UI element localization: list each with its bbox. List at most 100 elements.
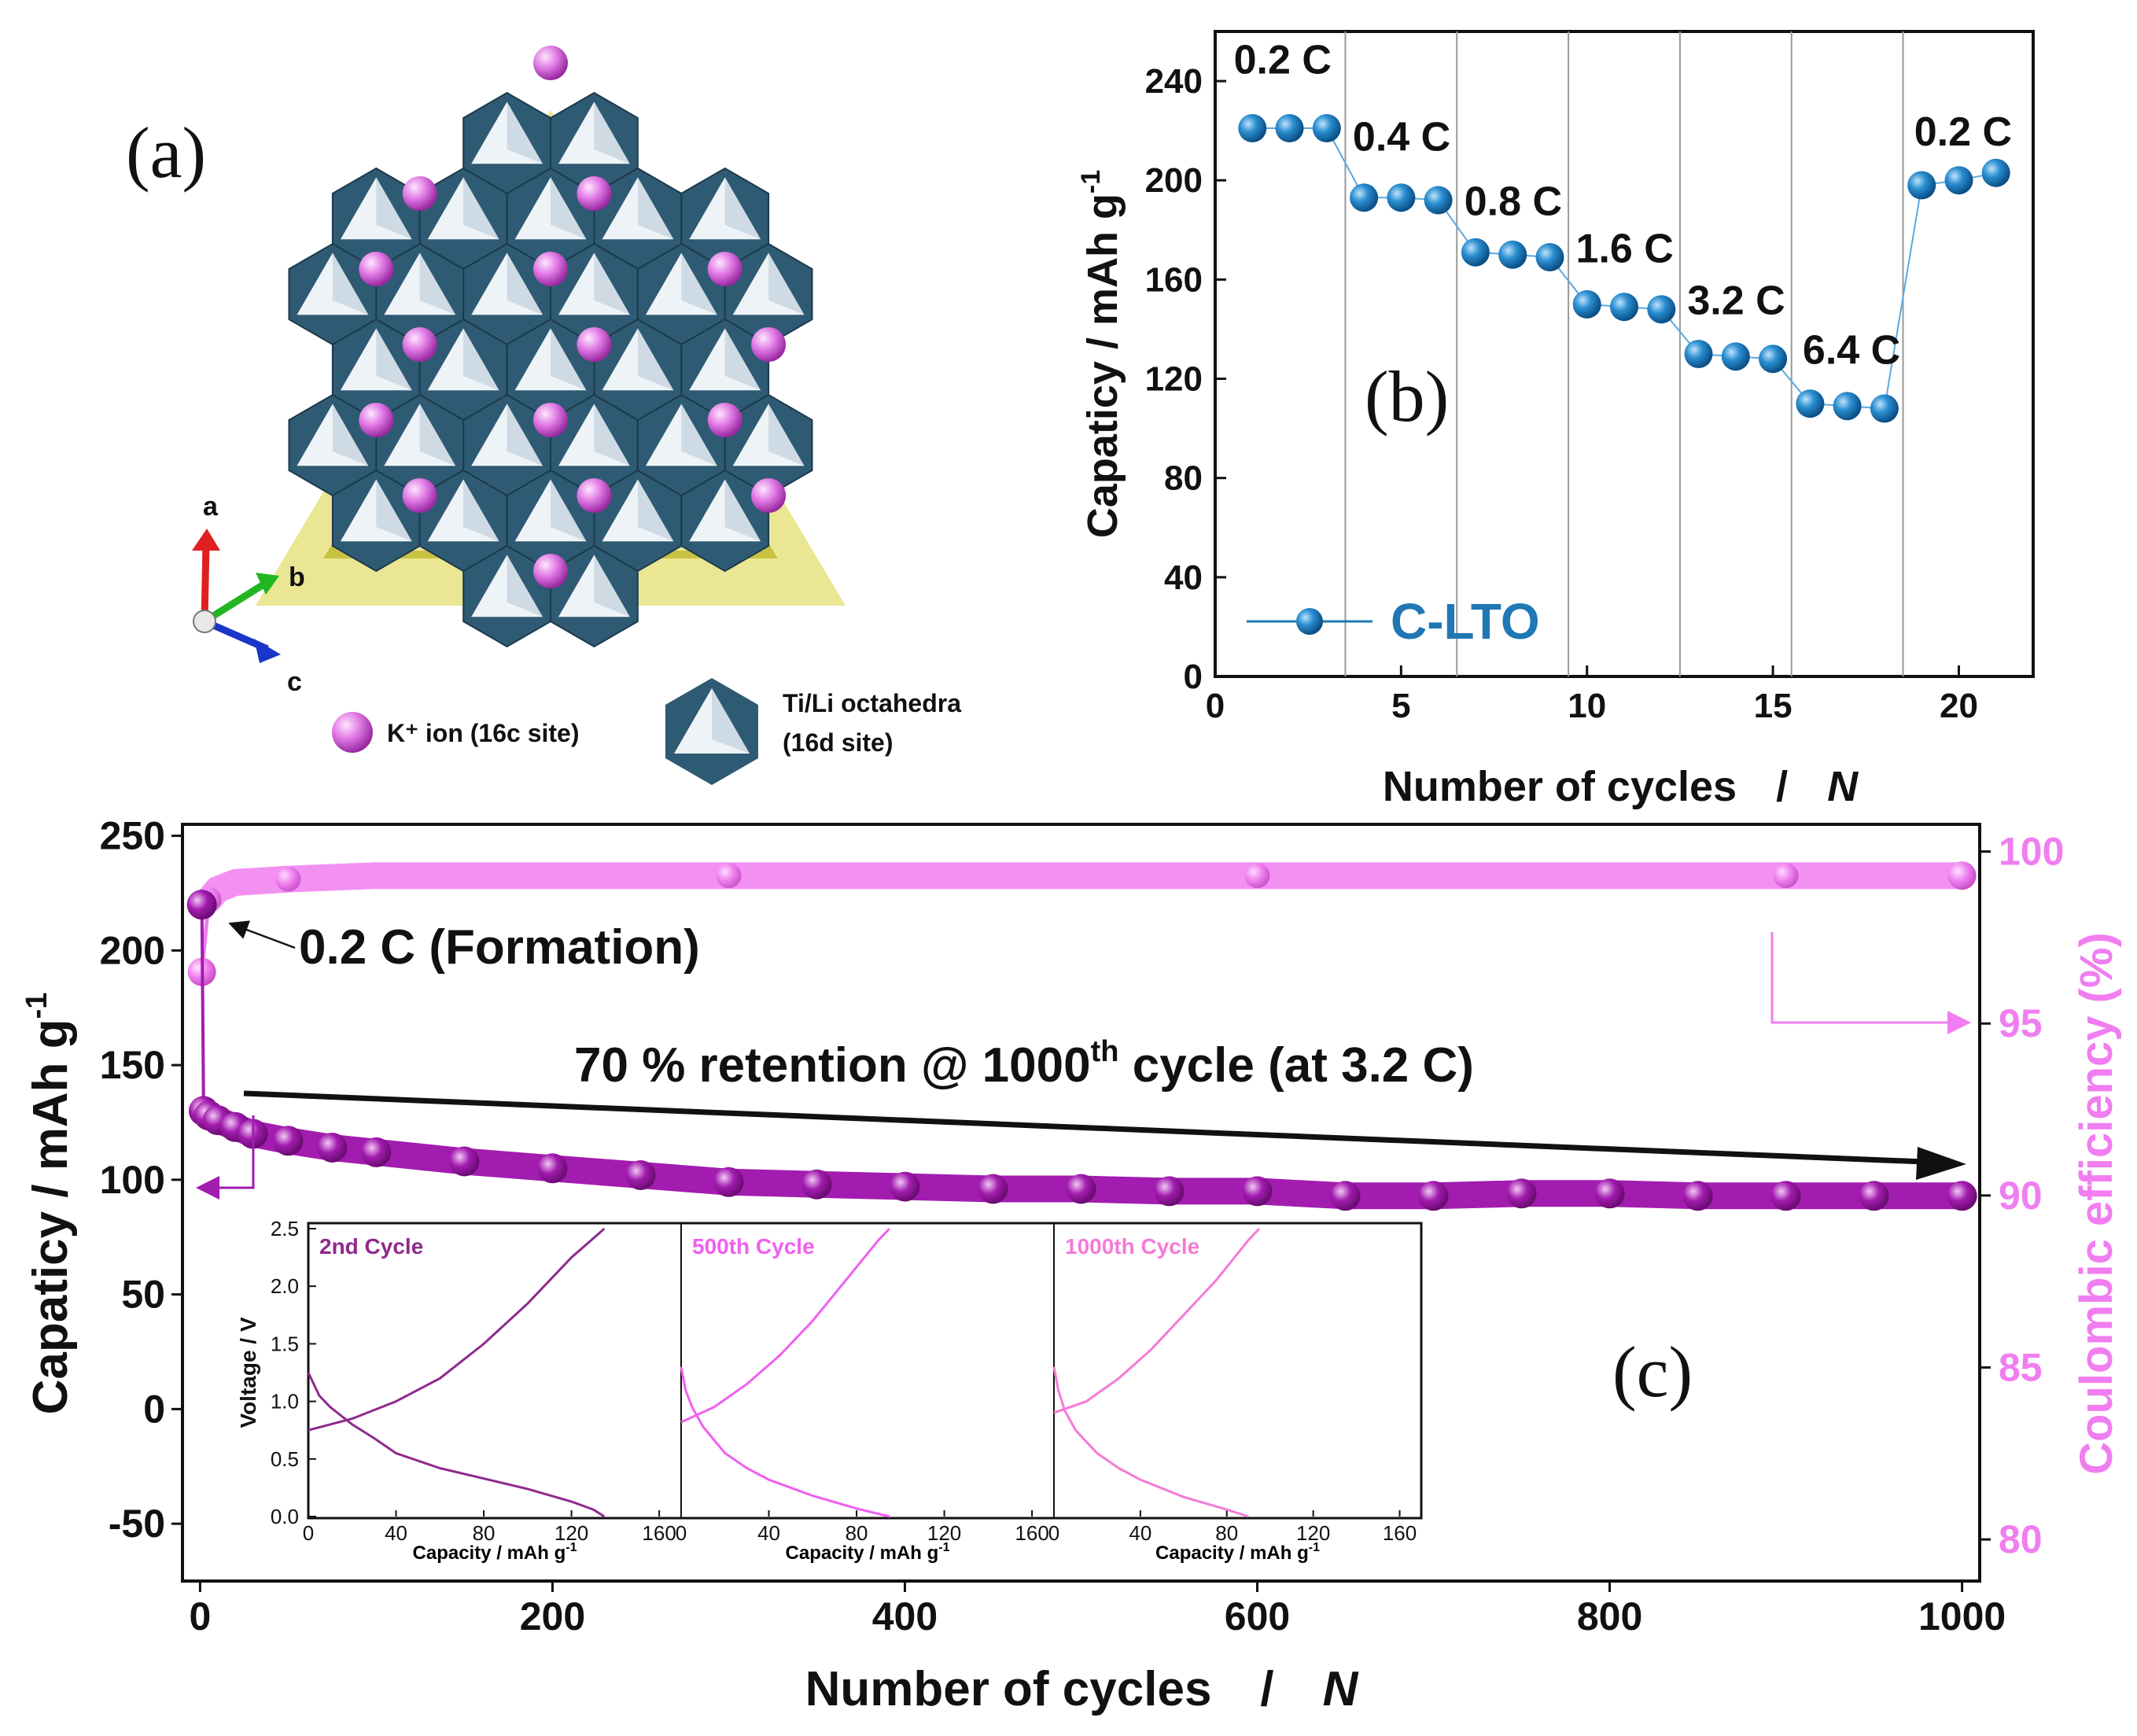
panel-c-xlabel-sep: / bbox=[1260, 1662, 1273, 1716]
panel-b-y-axis-title: Capaticy / mAh g-1 bbox=[1076, 170, 1126, 538]
c-efficiency-point-9 bbox=[1244, 863, 1270, 889]
c-efficiency-band bbox=[195, 862, 1976, 913]
b-point-16 bbox=[1833, 392, 1862, 421]
octahedron-icon bbox=[665, 678, 758, 785]
octahedron-27 bbox=[593, 469, 683, 573]
retention-annotation: 70 % retention @ 1000th cycle (at 3.2 C) bbox=[574, 1035, 1474, 1093]
panel-b-rate-separators bbox=[1344, 31, 1904, 676]
axis-triad: a b c bbox=[192, 492, 305, 697]
axis-c-label: c bbox=[287, 667, 302, 697]
c-capacity-point-5 bbox=[273, 1126, 304, 1156]
inset-1-xlabel: Capacity / mAh g-1 bbox=[786, 1541, 950, 1564]
c-y2tick-label-3: 95 bbox=[1999, 1001, 2043, 1045]
panel-b-rate-labels: 0.2 C 0.4 C 0.8 C 1.6 C 3.2 C 6.4 C 0.2 C bbox=[1234, 38, 2012, 374]
panel-b-legend: C-LTO bbox=[1247, 593, 1540, 650]
inset-2-xtick-label-1: 40 bbox=[1129, 1521, 1151, 1545]
c-capacity-point-18 bbox=[1330, 1181, 1361, 1211]
inset-ytick-label-5: 2.5 bbox=[271, 1217, 299, 1240]
panel-b-ylabel-sup: -1 bbox=[1076, 170, 1106, 194]
c-xtick-label-4: 800 bbox=[1577, 1594, 1642, 1638]
c-capacity-point-23 bbox=[1770, 1181, 1801, 1211]
c-ytick-label-0: -50 bbox=[109, 1502, 165, 1546]
octahedron-6 bbox=[680, 167, 770, 271]
k-ion-14 bbox=[533, 554, 568, 588]
k-ion-6 bbox=[577, 327, 612, 362]
octahedron-28 bbox=[680, 469, 770, 573]
inset-2-charge-curve bbox=[1053, 1227, 1261, 1414]
octahedron-13 bbox=[331, 318, 421, 422]
k-ion-9 bbox=[533, 403, 568, 437]
b-rate-label-4: 3.2 C bbox=[1687, 278, 1785, 324]
octahedron-12 bbox=[724, 242, 813, 346]
panel-b-xlabel-sep: / bbox=[1776, 763, 1788, 810]
c-ytick-label-1: 0 bbox=[143, 1387, 165, 1431]
c-y2tick-label-4: 100 bbox=[1999, 830, 2064, 874]
panel-b-series-points bbox=[1238, 114, 2010, 423]
c-efficiency-point-6 bbox=[716, 863, 742, 889]
octahedron-0 bbox=[462, 91, 551, 195]
c-xtick-label-5: 1000 bbox=[1918, 1594, 2006, 1638]
b-ytick-label-3: 120 bbox=[1145, 360, 1203, 399]
formation-annotation: 0.2 C (Formation) bbox=[299, 920, 700, 975]
b-point-2 bbox=[1312, 114, 1341, 142]
b-point-3 bbox=[1350, 183, 1379, 212]
b-xtick-label-3: 15 bbox=[1754, 687, 1793, 725]
b-ytick-label-4: 160 bbox=[1145, 260, 1203, 299]
panel-c-tag: (c) bbox=[1612, 1332, 1693, 1412]
k-ion-11 bbox=[402, 478, 437, 513]
panel-b-xlabel-text: Number of cycles bbox=[1383, 763, 1737, 810]
c-capacity-point-25 bbox=[1947, 1181, 1977, 1211]
octahedron-30 bbox=[550, 544, 639, 648]
b-rate-label-1: 0.4 C bbox=[1353, 114, 1450, 160]
inset-1-xtick-label-4: 160 bbox=[1015, 1521, 1048, 1545]
panel-c-plot-frame bbox=[181, 823, 1981, 1583]
c-ytick-label-2: 50 bbox=[121, 1273, 165, 1317]
b-rate-label-3: 1.6 C bbox=[1576, 226, 1674, 271]
panel-a-crystal-structure: (a) a b c K⁺ ion (16c site) Ti/Li octahe… bbox=[126, 46, 961, 785]
octahedron-7 bbox=[288, 242, 378, 346]
b-point-9 bbox=[1572, 289, 1601, 319]
c-capacity-point-10 bbox=[625, 1160, 656, 1190]
c-y2tick-label-1: 85 bbox=[1999, 1345, 2043, 1389]
k-ion-sphere-icon bbox=[332, 712, 373, 753]
b-rate-label-5: 6.4 C bbox=[1803, 328, 1900, 374]
c-capacity-point-21 bbox=[1594, 1178, 1625, 1209]
c-capacity-point-8 bbox=[449, 1146, 480, 1177]
inset-2-xtick-label-0: 0 bbox=[1048, 1521, 1059, 1545]
inset-0-xlabel-sup: -1 bbox=[566, 1541, 577, 1554]
panel-a-tag: (a) bbox=[126, 112, 206, 193]
k-ion-3 bbox=[533, 252, 568, 286]
k-ion-12 bbox=[577, 478, 612, 513]
inset-ytick-label-0: 0.0 bbox=[271, 1505, 299, 1528]
octahedron-20 bbox=[462, 393, 551, 497]
b-point-13 bbox=[1721, 342, 1750, 371]
b-ytick-label-0: 0 bbox=[1184, 658, 1203, 696]
retention-text-sup: th bbox=[1091, 1035, 1119, 1068]
c-capacity-point-13 bbox=[890, 1171, 920, 1202]
panel-c-inset-voltage-profiles: 0.0 0.5 1.0 1.5 2.0 2.5 0 40 80 120 160 Capacity / … bbox=[236, 1217, 1423, 1564]
c-capacity-point-6 bbox=[317, 1133, 348, 1163]
b-point-19 bbox=[1944, 166, 1973, 195]
c-capacity-point-15 bbox=[1066, 1174, 1096, 1204]
b-point-11 bbox=[1647, 295, 1676, 324]
panel-b-ylabel-text: Capaticy / mAh g bbox=[1079, 194, 1126, 538]
inset-2-xlabel-sup: -1 bbox=[1309, 1541, 1320, 1554]
b-ytick-label-1: 40 bbox=[1164, 558, 1203, 597]
c-capacity-point-12 bbox=[801, 1169, 832, 1200]
inset-frame bbox=[307, 1222, 1423, 1520]
panel-c-efficiency-series bbox=[187, 861, 1977, 986]
c-y2tick-label-2: 90 bbox=[1999, 1174, 2043, 1218]
panel-a-legend: K⁺ ion (16c site) Ti/Li octahedra (16d s… bbox=[332, 678, 961, 785]
formation-arrow-icon bbox=[228, 920, 296, 949]
panel-c-capacity-series bbox=[186, 890, 1977, 1211]
inset-ytick-label-1: 0.5 bbox=[271, 1447, 299, 1471]
k-ion-8 bbox=[359, 403, 394, 437]
octahedron-2 bbox=[331, 167, 421, 271]
panel-b-plot-frame bbox=[1214, 30, 2035, 678]
efficiency-axis-arrow-icon bbox=[1770, 932, 1971, 1034]
octahedron-25 bbox=[418, 469, 508, 573]
inset-0-discharge-curve bbox=[307, 1372, 606, 1518]
c-capacity-formation-line bbox=[200, 905, 205, 1111]
c-xtick-label-2: 400 bbox=[872, 1594, 938, 1638]
